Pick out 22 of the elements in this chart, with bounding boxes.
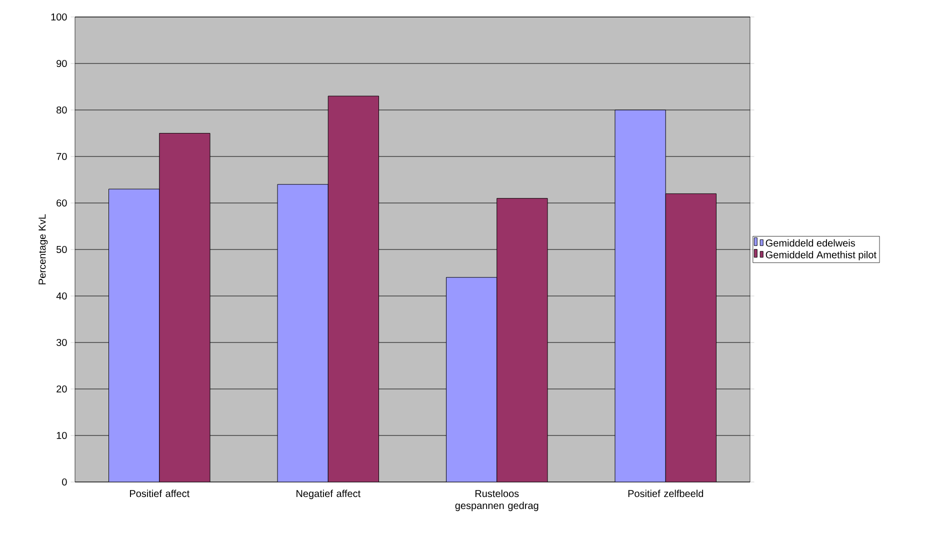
x-tick-label: Negatief affect xyxy=(296,490,360,500)
y-tick-label: 20 xyxy=(56,385,67,393)
y-axis-title: Percentage KvL xyxy=(38,214,48,284)
legend-label: Gemiddeld Amethist pilot xyxy=(766,250,876,260)
y-tick-label: 40 xyxy=(56,292,67,300)
y-tick-label: 50 xyxy=(56,246,67,254)
bar xyxy=(496,198,548,482)
y-tick-label: 80 xyxy=(56,106,67,114)
x-tick-label: Positief affect xyxy=(130,490,190,498)
y-tick-label: 10 xyxy=(56,432,67,440)
x-tick-label: Rusteloos gespannen gedrag xyxy=(455,490,538,512)
y-tick-label: 100 xyxy=(51,13,67,21)
legend-label: Gemiddeld edelweis xyxy=(766,239,856,247)
y-tick-label: 0 xyxy=(62,478,67,486)
bar xyxy=(159,132,210,482)
y-tick-label: 60 xyxy=(56,199,67,207)
y-tick-label: 90 xyxy=(56,60,67,68)
bar xyxy=(665,193,717,482)
y-tick-label: 70 xyxy=(56,152,67,160)
bar xyxy=(328,96,380,482)
y-tick-label: 30 xyxy=(56,338,67,346)
x-tick-label: Positief zelfbeeld xyxy=(628,490,704,498)
